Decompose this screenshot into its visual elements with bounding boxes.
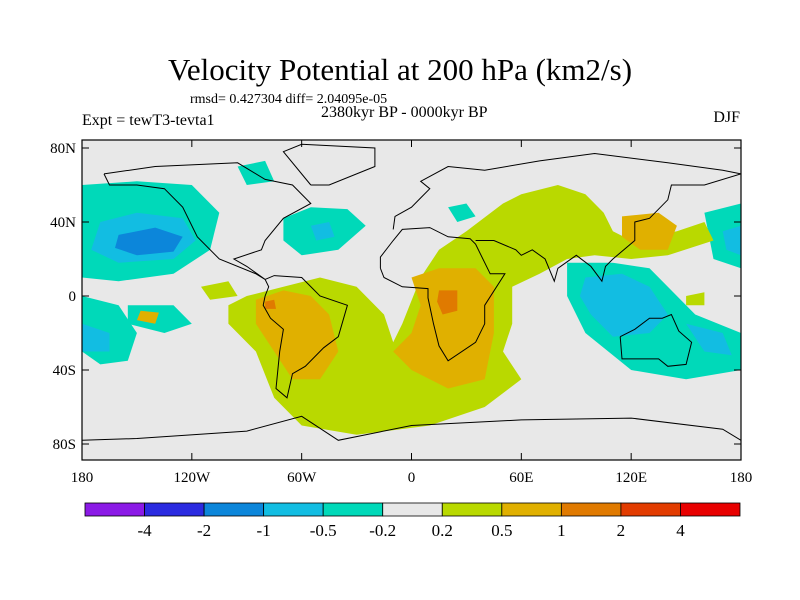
contour-fill-neg1 — [115, 227, 183, 256]
colorbar-label: -4 — [137, 521, 152, 540]
lon-tick-label: 0 — [408, 470, 416, 486]
contour-fill-neg02 — [704, 203, 741, 269]
coastline — [379, 227, 506, 362]
colorbar-label: -2 — [197, 521, 211, 540]
colorbar-swatch — [322, 502, 384, 517]
lat-tick-label: 80N — [50, 141, 76, 157]
lon-tick-label: 60W — [287, 470, 317, 486]
field-layer — [82, 143, 741, 441]
lon-tick-label: 120W — [173, 470, 211, 486]
lon-tick-label: 180 — [730, 470, 753, 486]
colorbar-label: -0.2 — [369, 521, 396, 540]
colorbar-swatch — [144, 502, 205, 517]
contour-fill-pos05 — [255, 290, 339, 380]
contour-fill-neg02 — [448, 203, 476, 222]
colorbar-swatch — [263, 502, 324, 517]
coastline — [282, 143, 376, 186]
lon-tick-label: 180 — [71, 470, 94, 486]
coastline — [262, 275, 349, 399]
colorbar-swatch — [441, 502, 503, 517]
contour-fill-pos02 — [201, 281, 238, 300]
colorbar-label: -1 — [257, 521, 271, 540]
coastline — [619, 313, 693, 367]
colorbar-swatch — [203, 502, 265, 517]
contour-fill-neg05 — [310, 222, 335, 241]
contour-fill-pos1 — [437, 290, 458, 315]
colorbar-label: 4 — [676, 521, 685, 540]
coastline — [475, 173, 741, 283]
contour-fill-neg05 — [82, 323, 110, 352]
contour-fill-pos05 — [393, 268, 494, 389]
contour-fill-neg05 — [722, 225, 741, 256]
lon-tick-label: 120E — [615, 470, 647, 486]
colorbar-swatch — [560, 502, 622, 517]
colorbar-label: 0.2 — [432, 521, 453, 540]
colorbar-label: 0.5 — [491, 521, 512, 540]
colorbar-label: -0.5 — [310, 521, 337, 540]
coastline — [103, 162, 312, 280]
contour-fill-pos02 — [686, 292, 705, 306]
coastline — [392, 152, 741, 230]
coastline — [82, 415, 741, 441]
lon-tick-label: 60E — [509, 470, 533, 486]
plot-title: Velocity Potential at 200 hPa (km2/s) — [167, 52, 633, 87]
colorbar-label: 2 — [617, 521, 626, 540]
contour-fill-neg05 — [686, 323, 732, 356]
lat-tick-label: 0 — [69, 289, 77, 305]
lat-tick-label: 40N — [50, 215, 76, 231]
colorbar-label: 1 — [557, 521, 566, 540]
colorbar-swatch — [501, 502, 562, 517]
stats-text: rmsd= 0.427304 diff= 2.04095e-05 — [190, 92, 388, 107]
lat-tick-label: 80S — [53, 437, 76, 453]
experiment-text: Expt = tewT3-tevta1 — [82, 112, 215, 129]
colorbar-swatch — [84, 502, 145, 517]
colorbar-swatch — [382, 502, 443, 517]
contour-fill-pos05 — [136, 310, 159, 324]
colorbar-swatch — [680, 502, 741, 517]
contour-fill-pos1 — [265, 299, 276, 309]
period-text: 2380kyr BP - 0000kyr BP — [321, 104, 488, 121]
colorbar-swatch — [620, 502, 681, 517]
lat-tick-label: 40S — [53, 363, 76, 379]
season-text: DJF — [713, 109, 740, 126]
